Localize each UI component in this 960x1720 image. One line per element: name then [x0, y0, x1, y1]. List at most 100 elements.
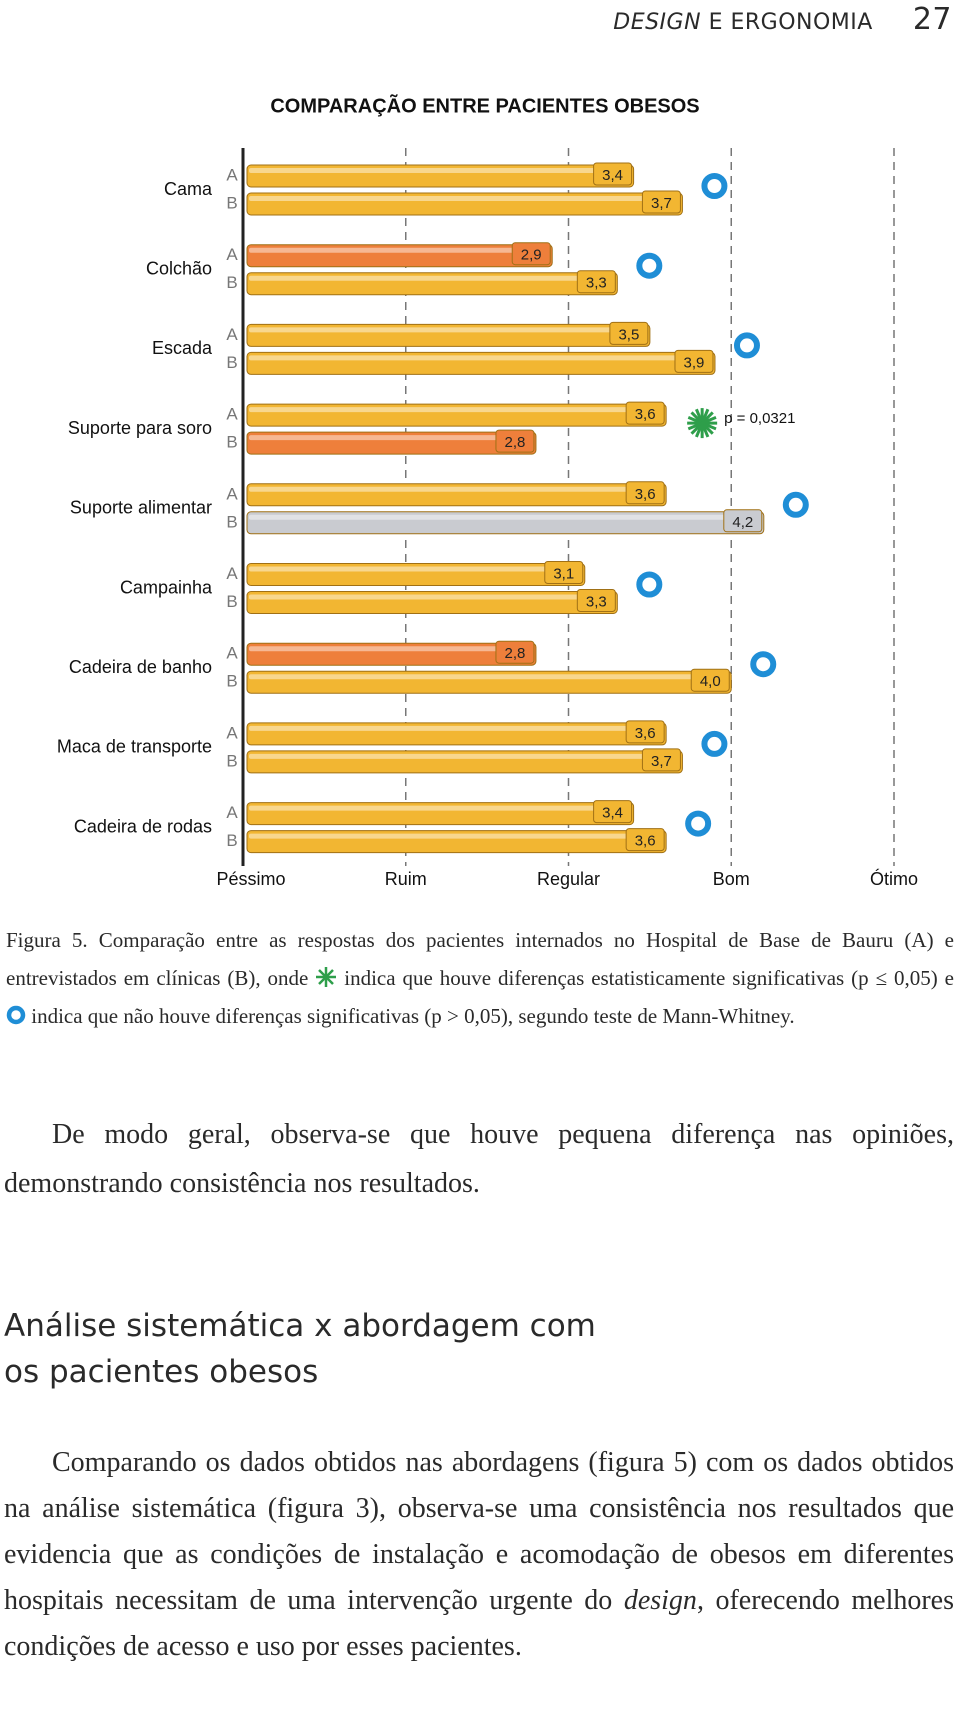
value-label: 3,3: [586, 593, 607, 610]
series-letter: A: [226, 405, 238, 424]
page-number: 27: [912, 2, 952, 37]
category-label: Cama: [164, 179, 213, 199]
figure-caption: Figura 5. Comparação entre as respostas …: [6, 921, 954, 1035]
label-tab: [723, 509, 763, 533]
bar: [246, 642, 537, 666]
label-tab: [495, 429, 535, 453]
label-tab: [593, 800, 633, 824]
value-label: 3,6: [635, 406, 656, 423]
bar-highlight: [249, 514, 760, 520]
series-letter: A: [226, 564, 238, 583]
series-letter: A: [226, 723, 238, 742]
header-italic: DESIGN: [613, 10, 702, 35]
value-label: 3,9: [684, 354, 705, 371]
series-letter: B: [226, 353, 237, 372]
running-header: DESIGN E ERGONOMIA 27: [613, 2, 952, 37]
category-label: Cadeira de rodas: [74, 816, 212, 836]
header-title: E ERGONOMIA: [708, 10, 873, 35]
no-difference-marker: [782, 491, 809, 518]
label-tab: [576, 589, 616, 612]
bar-highlight: [249, 355, 711, 361]
series-letter: A: [226, 484, 238, 503]
label-tab: [495, 640, 535, 664]
bar-highlight: [249, 566, 581, 572]
no-difference-marker: [701, 730, 728, 757]
bar: [246, 511, 765, 535]
x-tick-label: Bom: [713, 869, 750, 889]
bar-highlight: [249, 646, 532, 652]
value-label: 3,3: [586, 275, 607, 292]
label-tab: [690, 668, 730, 692]
bar-highlight: [249, 407, 663, 413]
value-label: 2,8: [505, 434, 526, 451]
value-label: 4,0: [700, 673, 721, 690]
star-icon: [316, 967, 337, 987]
label-tab: [511, 242, 551, 266]
no-difference-marker: [701, 173, 728, 199]
bar: [246, 670, 732, 694]
bar: [246, 483, 667, 507]
heading-line: Análise sistemática x abordagem com: [4, 1308, 596, 1344]
bar: [246, 722, 667, 746]
series-letter: A: [226, 803, 238, 822]
bar: [246, 272, 618, 296]
heading-line: os pacientes obesos: [4, 1354, 319, 1390]
bar-highlight: [249, 435, 532, 441]
label-tab: [625, 828, 665, 852]
bar-highlight: [249, 275, 614, 281]
label-tab: [625, 401, 665, 425]
no-difference-marker: [636, 571, 663, 598]
category-label: Campainha: [120, 577, 213, 597]
paragraph-text: Comparando os dados obtidos nas abordage…: [4, 1447, 954, 1616]
value-label: 3,6: [635, 486, 656, 503]
label-tab: [593, 162, 633, 186]
bar: [246, 830, 667, 854]
circle-icon: [6, 1005, 26, 1025]
bar: [246, 403, 667, 427]
value-label: 3,4: [602, 805, 623, 822]
category-label: Suporte para soro: [68, 418, 212, 438]
bar-highlight: [249, 725, 663, 731]
series-letter: A: [226, 165, 238, 184]
chart: COMPARAÇÃO ENTRE PACIENTES OBESOS Péssim…: [57, 94, 918, 889]
no-difference-marker: [685, 810, 712, 837]
bar-highlight: [249, 247, 549, 253]
chart-title: COMPARAÇÃO ENTRE PACIENTES OBESOS: [270, 94, 699, 117]
value-label: 3,7: [651, 753, 672, 770]
bar-highlight: [249, 833, 663, 839]
value-label: 3,1: [553, 565, 574, 582]
bar: [246, 192, 683, 216]
category-label: Escada: [152, 338, 213, 358]
value-label: 4,2: [732, 514, 753, 531]
bar: [246, 164, 635, 188]
paragraph: Comparando os dados obtidos nas abordage…: [4, 1440, 954, 1670]
bar: [246, 563, 586, 586]
x-tick-label: Ruim: [385, 869, 427, 889]
bar-highlight: [249, 805, 630, 811]
series-letter: A: [226, 644, 238, 663]
label-tab: [641, 748, 681, 772]
label-tab: [625, 720, 665, 744]
value-label: 3,6: [635, 725, 656, 742]
category-label: Cadeira de banho: [69, 657, 212, 677]
section-heading: Análise sistemática x abordagem com os pa…: [4, 1303, 596, 1395]
label-tab: [544, 561, 584, 584]
bar: [246, 244, 553, 268]
series-letter: A: [226, 325, 238, 344]
bar: [246, 802, 635, 826]
label-tab: [576, 270, 616, 294]
bar: [246, 431, 537, 455]
bar: [246, 323, 651, 347]
paragraph-italic: design: [623, 1585, 697, 1616]
annotation: p = 0,0321: [724, 410, 795, 427]
value-label: 3,6: [635, 833, 656, 850]
bar-highlight: [249, 327, 646, 333]
bar-highlight: [249, 486, 663, 492]
label-tab: [674, 349, 714, 373]
no-difference-marker: [733, 332, 760, 359]
value-label: 3,5: [618, 326, 639, 343]
value-label: 2,8: [505, 645, 526, 662]
series-letter: B: [226, 831, 237, 850]
bar-highlight: [249, 674, 728, 680]
